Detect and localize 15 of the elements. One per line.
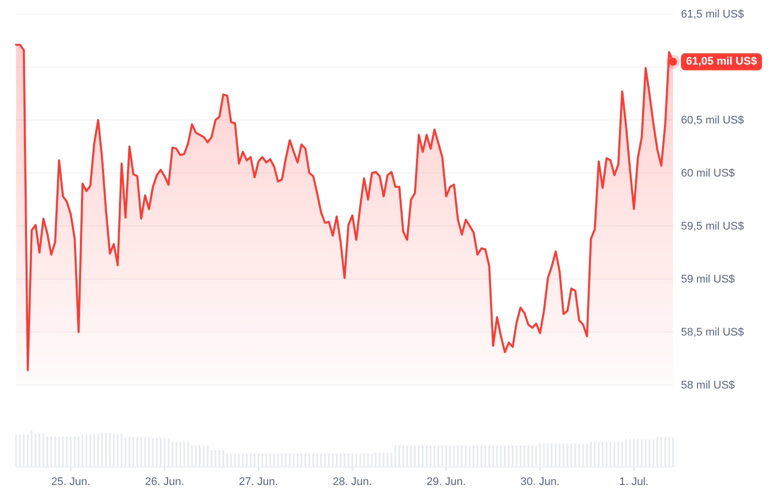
x-tick-label: 30. Jun.: [520, 476, 560, 488]
y-tick-label: 60,5 mil US$: [681, 114, 744, 127]
x-tick-label: 28. Jun.: [332, 476, 372, 488]
y-tick-label: 58 mil US$: [681, 380, 735, 392]
x-tick-label: 26. Jun.: [145, 476, 184, 488]
y-tick-label: 59,5 mil US$: [681, 220, 744, 233]
x-tick-label: 29. Jun.: [426, 476, 466, 488]
y-tick-label: 59 mil US$: [681, 274, 735, 286]
x-tick-label: 27. Jun.: [238, 476, 278, 488]
y-tick-label: 60 mil US$: [681, 168, 735, 180]
x-tick-label: 1. Jul.: [619, 476, 649, 488]
y-tick-label: 61,5 mil US$: [681, 8, 744, 21]
annotation: 61,05 mil US$: [686, 56, 757, 68]
y-tick-label: 58,5 mil US$: [681, 326, 744, 339]
x-tick-label: 25. Jun.: [51, 476, 90, 488]
